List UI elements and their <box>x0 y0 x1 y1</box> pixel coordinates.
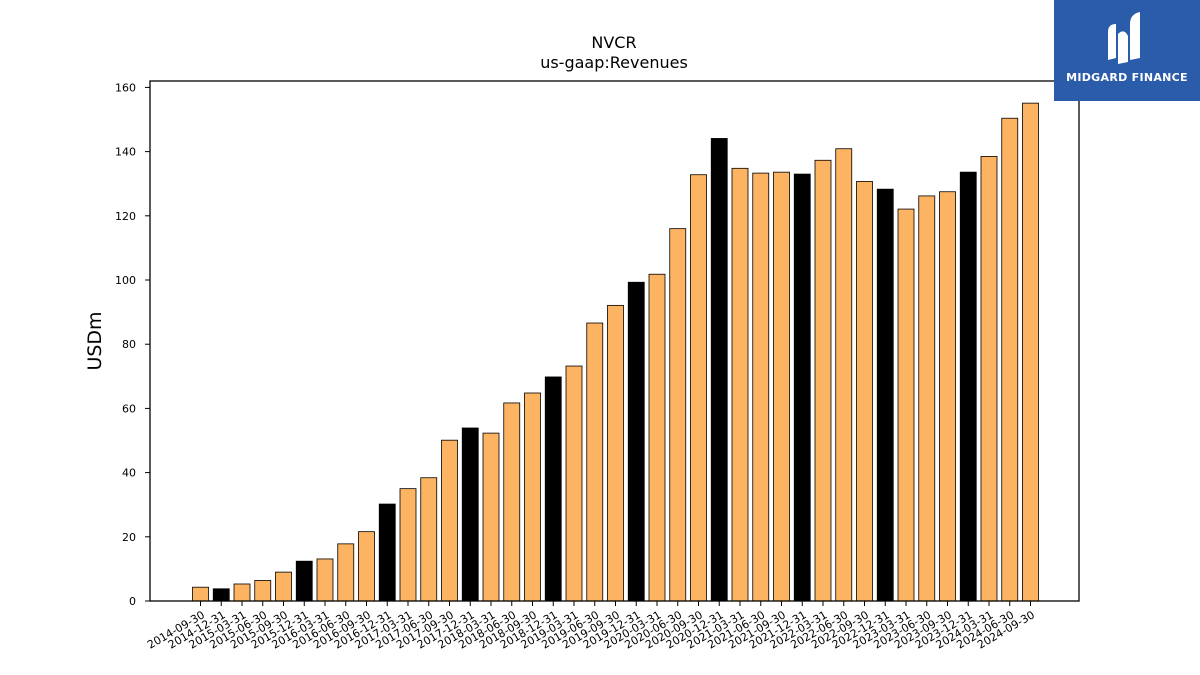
bar-2020-12-31 <box>710 138 728 602</box>
bar-2018-12-31 <box>544 376 562 602</box>
bar-2019-12-31 <box>627 281 645 602</box>
bar-2019-03-31 <box>565 365 583 602</box>
y-tick-label: 0 <box>129 595 136 608</box>
bar-2021-12-31 <box>793 173 811 602</box>
bar-2022-12-31 <box>876 188 894 602</box>
y-tick-label: 160 <box>115 81 136 94</box>
bar-2016-12-31 <box>378 503 396 602</box>
logo-mark-icon <box>1108 12 1140 64</box>
bar-2015-03-31 <box>233 583 251 602</box>
bar-2017-12-31 <box>461 427 479 602</box>
bar-2022-03-31 <box>814 159 832 602</box>
plot-frame <box>149 80 1080 602</box>
y-axis-label: USDm <box>84 311 106 370</box>
y-tick-label: 40 <box>122 467 136 480</box>
bars-group <box>192 102 1039 602</box>
y-tick-label: 120 <box>115 210 136 223</box>
bar-2021-09-30 <box>773 171 790 602</box>
bar-2015-12-31 <box>295 560 313 602</box>
bar-2021-06-30 <box>752 172 770 602</box>
bar-2024-09-30 <box>1022 102 1039 602</box>
bar-2024-03-31 <box>980 156 998 602</box>
bar-2019-09-30 <box>607 304 624 602</box>
bar-2018-09-30 <box>524 392 541 602</box>
bar-2017-09-30 <box>441 439 458 602</box>
bar-2022-09-30 <box>856 181 873 602</box>
bar-2015-06-30 <box>254 580 272 602</box>
x-axis: 2014-09-302014-12-312015-03-312015-06-30… <box>145 601 1037 652</box>
bar-2019-06-30 <box>586 322 604 602</box>
midgard-finance-logo: MIDGARD FINANCE <box>1054 0 1200 101</box>
chart-title: NVCR <box>591 33 636 52</box>
bar-2016-03-31 <box>316 558 334 602</box>
bar-2024-06-30 <box>1001 117 1019 602</box>
bar-2023-06-30 <box>918 195 936 602</box>
bar-2023-12-31 <box>959 171 977 602</box>
bar-2023-03-31 <box>897 208 915 602</box>
bar-2020-09-30 <box>690 174 707 602</box>
bar-2022-06-30 <box>835 148 853 602</box>
bar-2014-12-31 <box>212 588 230 602</box>
bar-2018-06-30 <box>503 402 521 602</box>
bar-2020-06-30 <box>669 228 687 602</box>
y-tick-label: 100 <box>115 274 136 287</box>
y-axis: 0 20 40 60 80 100 120 140 160 <box>115 81 150 608</box>
y-tick-label: 20 <box>122 531 136 544</box>
bar-2017-06-30 <box>420 477 438 602</box>
y-tick-label: 140 <box>115 146 136 159</box>
logo-text: MIDGARD FINANCE <box>1066 71 1188 84</box>
bar-2018-03-31 <box>482 432 500 602</box>
bar-2016-09-30 <box>358 531 375 602</box>
y-tick-label: 80 <box>122 338 136 351</box>
chart-subtitle: us-gaap:Revenues <box>540 53 688 72</box>
bar-2014-09-30 <box>192 586 209 602</box>
y-tick-label: 60 <box>122 402 136 415</box>
bar-2020-03-31 <box>648 273 666 602</box>
bar-2015-09-30 <box>275 571 292 602</box>
bar-2016-06-30 <box>337 543 355 602</box>
bar-2023-09-30 <box>939 191 956 602</box>
bar-2017-03-31 <box>399 488 417 602</box>
bar-2021-03-31 <box>731 167 749 602</box>
